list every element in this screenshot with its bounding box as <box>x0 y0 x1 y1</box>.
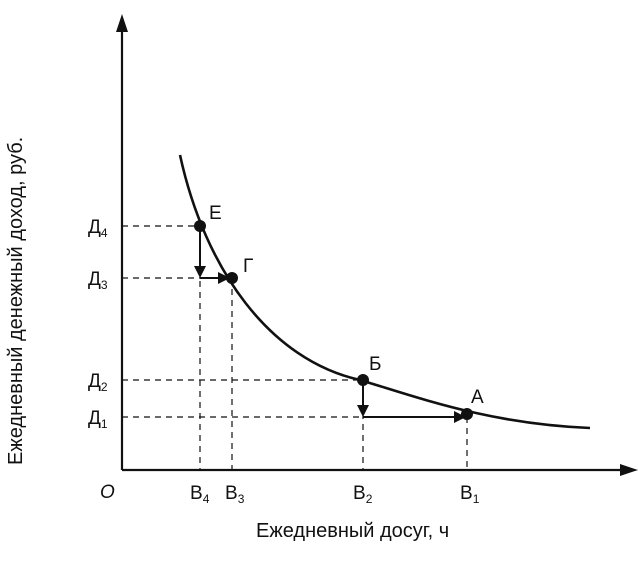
y-tick-d2: Д2 <box>88 371 108 394</box>
x-tick-b1: В1 <box>460 483 480 506</box>
y-tick-d1: Д1 <box>88 408 108 431</box>
x-tick-b2: В2 <box>353 483 373 506</box>
guide-lines <box>122 225 468 470</box>
point-g <box>226 272 238 284</box>
movement-arrows <box>194 226 466 423</box>
indifference-curve <box>178 154 591 430</box>
point-b <box>357 374 369 386</box>
y-axis-arrow-icon <box>116 14 128 32</box>
point-label-b: Б <box>369 354 381 375</box>
x-axis-arrow-icon <box>620 464 638 476</box>
point-a <box>461 408 473 420</box>
axes <box>116 14 638 476</box>
y-tick-d3: Д3 <box>88 269 108 292</box>
origin-label: O <box>100 482 115 503</box>
point-label-e: Е <box>209 203 222 224</box>
y-axis-title: Ежедневный денежный доход, руб. <box>5 137 27 465</box>
x-tick-b4: В4 <box>190 483 210 506</box>
x-axis-title: Ежедневный досуг, ч <box>256 520 449 542</box>
point-label-g: Г <box>243 256 253 277</box>
point-e <box>194 220 206 232</box>
point-label-a: А <box>471 387 484 408</box>
curve-points <box>194 220 473 420</box>
x-tick-b3: В3 <box>225 483 245 506</box>
y-tick-d4: Д4 <box>88 217 108 240</box>
